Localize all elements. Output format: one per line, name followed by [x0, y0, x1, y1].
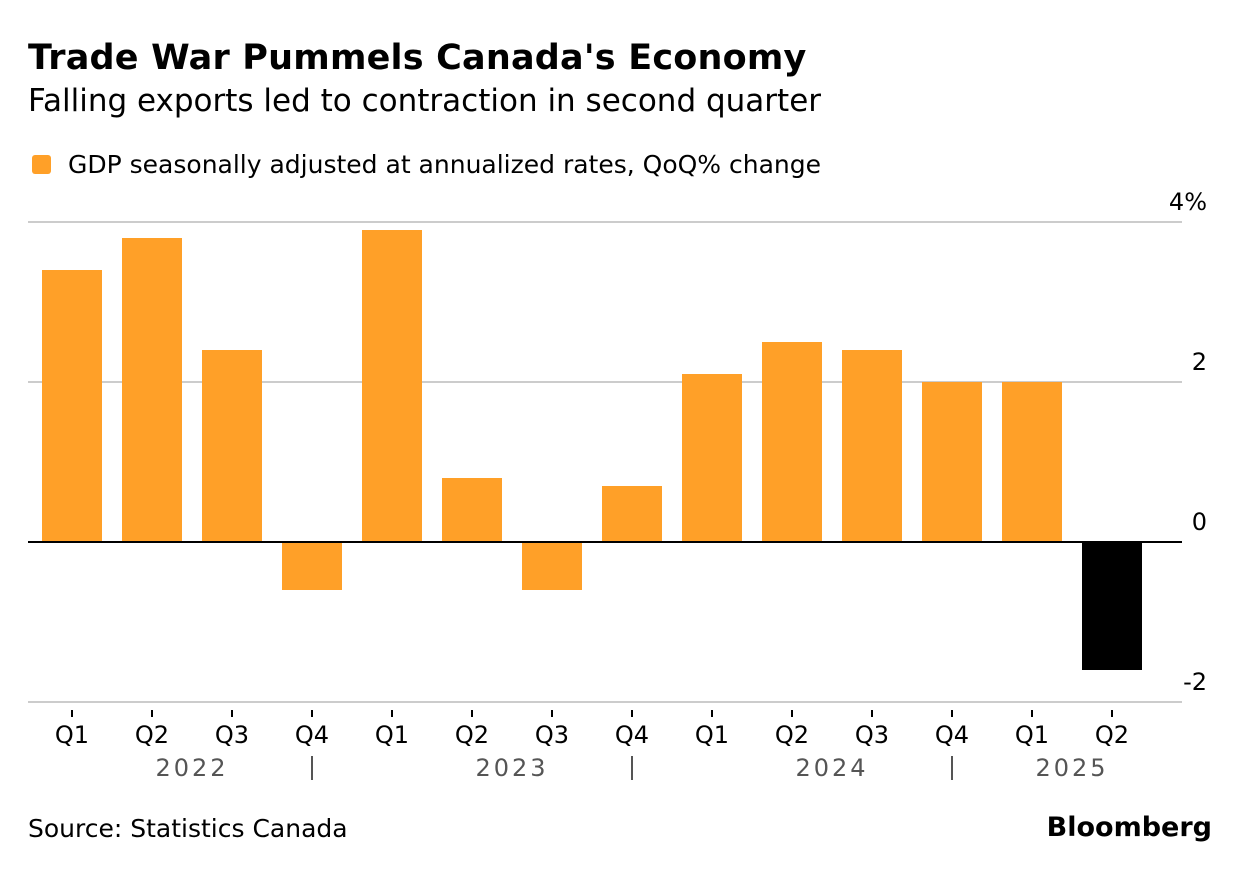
- x-tick-label: Q4: [935, 721, 969, 749]
- x-tick-label: Q1: [55, 721, 89, 749]
- bar: [922, 382, 982, 542]
- y-tick-label: -2: [1183, 668, 1207, 696]
- bar: [282, 542, 342, 590]
- year-label: 2025: [1035, 754, 1108, 782]
- year-label: 2023: [475, 754, 548, 782]
- bar: [122, 238, 182, 542]
- bar: [522, 542, 582, 590]
- year-label: 2024: [795, 754, 868, 782]
- brand-logo: Bloomberg: [1046, 812, 1212, 843]
- year-label: 2022: [155, 754, 228, 782]
- legend-label: GDP seasonally adjusted at annualized ra…: [68, 150, 822, 179]
- bar: [42, 270, 102, 542]
- y-tick-label: 2: [1192, 348, 1207, 376]
- x-tick-label: Q3: [855, 721, 889, 749]
- bar: [602, 486, 662, 542]
- bar: [362, 230, 422, 542]
- bar: [762, 342, 822, 542]
- bar: [1002, 382, 1062, 542]
- x-tick-label: Q2: [135, 721, 169, 749]
- bar: [202, 350, 262, 542]
- bar: [442, 478, 502, 542]
- bar: [842, 350, 902, 542]
- bar: [682, 374, 742, 542]
- chart-subtitle: Falling exports led to contraction in se…: [28, 83, 822, 119]
- bar: [1082, 542, 1142, 670]
- legend-swatch: [32, 155, 51, 174]
- x-tick-label: Q1: [375, 721, 409, 749]
- source-note: Source: Statistics Canada: [28, 814, 348, 843]
- x-tick-label: Q1: [695, 721, 729, 749]
- bars: [42, 230, 1142, 670]
- x-tick-label: Q4: [615, 721, 649, 749]
- chart-title: Trade War Pummels Canada's Economy: [28, 38, 807, 78]
- x-tick-label: Q3: [215, 721, 249, 749]
- y-tick-label: 0: [1192, 508, 1207, 536]
- x-tick-label: Q3: [535, 721, 569, 749]
- y-tick-label: 4%: [1169, 188, 1207, 216]
- x-tick-label: Q2: [1095, 721, 1129, 749]
- x-tick-label: Q4: [295, 721, 329, 749]
- legend: GDP seasonally adjusted at annualized ra…: [32, 150, 821, 179]
- x-tick-label: Q1: [1015, 721, 1049, 749]
- x-tick-label: Q2: [775, 721, 809, 749]
- x-tick-label: Q2: [455, 721, 489, 749]
- axes: [28, 541, 1182, 780]
- axis-labels: 4% 2 0 -2 Q1 Q2 Q3 Q4 Q1 Q2 Q3 Q4 Q1 Q2 Q3 Q4 Q1 Q2 2022 20…: [55, 188, 1207, 782]
